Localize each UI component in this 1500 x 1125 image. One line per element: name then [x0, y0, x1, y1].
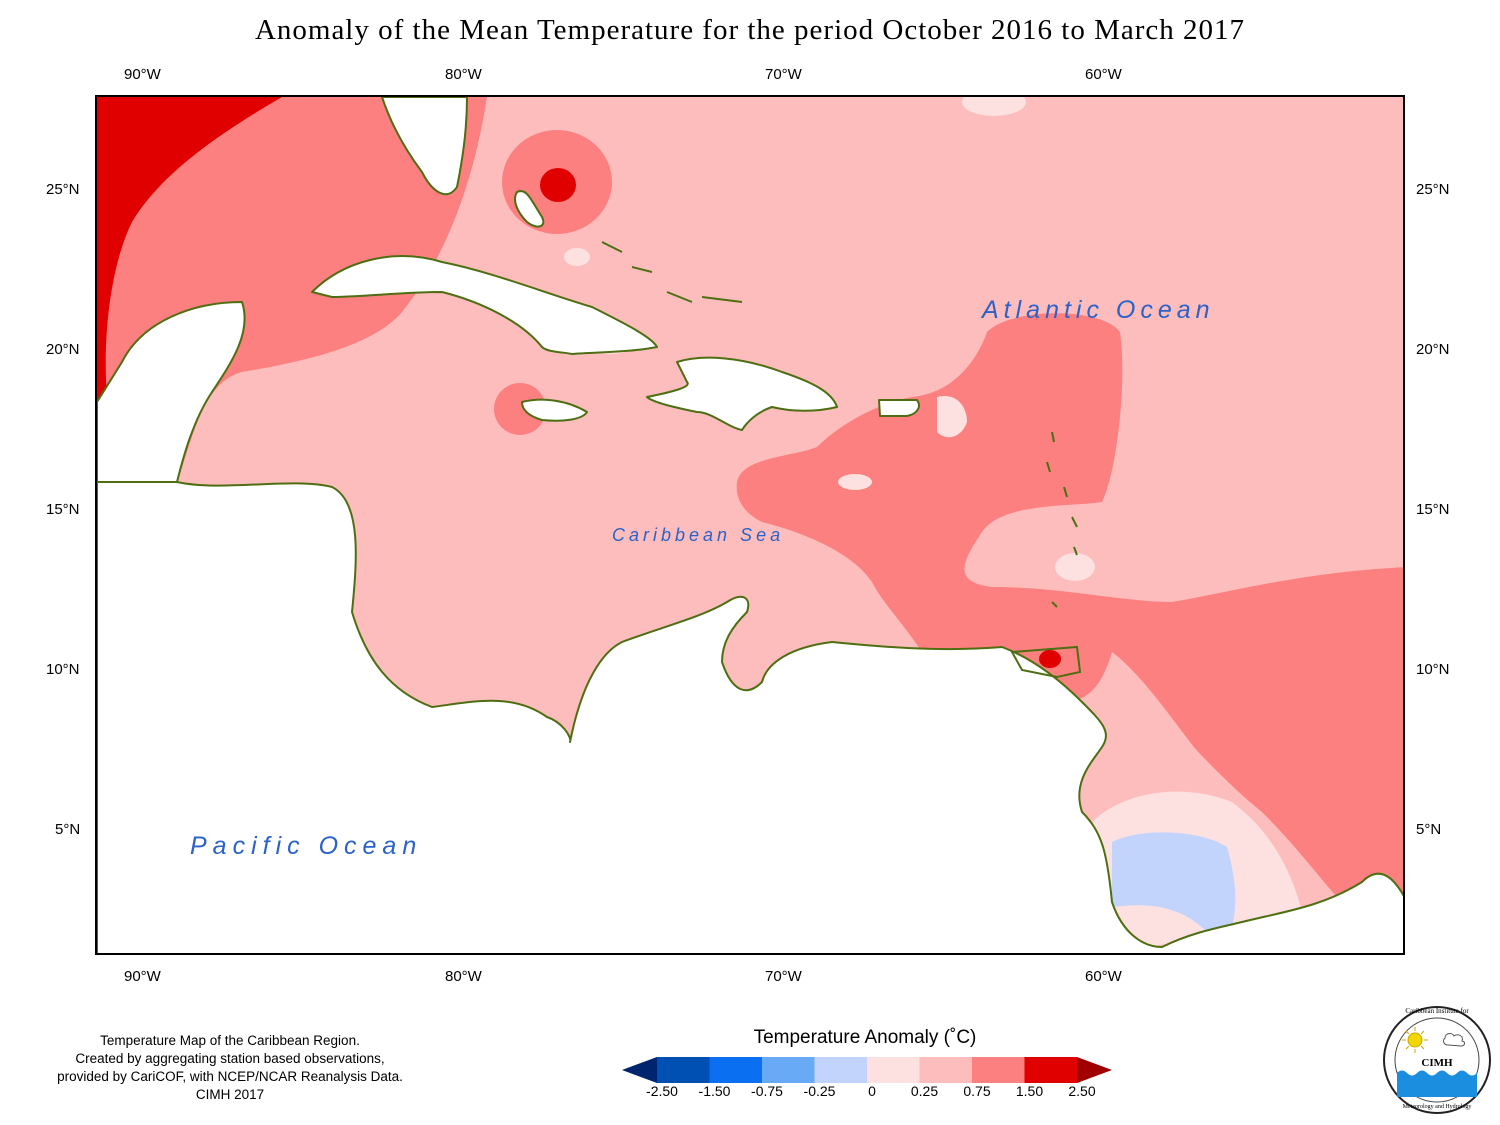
- lon-label-90w-bottom: 90°W: [124, 968, 161, 985]
- anomaly-spot-1: [564, 248, 590, 266]
- lon-label-80w-top: 80°W: [445, 66, 482, 83]
- lon-label-80w-bottom: 80°W: [445, 968, 482, 985]
- anomaly-spot-4: [838, 474, 872, 490]
- map-canvas: [97, 97, 1403, 953]
- waves-icon: [1397, 1070, 1477, 1097]
- lat-label-15n-right: 15°N: [1416, 501, 1450, 518]
- legend-label: 0.25: [910, 1083, 939, 1099]
- anomaly-zone-guianas-cool: [1112, 832, 1236, 932]
- legend-swatch: [657, 1057, 710, 1083]
- legend-swatch: [1024, 1057, 1077, 1083]
- legend-label: 0.75: [963, 1083, 991, 1099]
- land-yucatan: [97, 301, 246, 483]
- lat-label-10n-right: 10°N: [1416, 661, 1450, 678]
- lon-label-70w-top: 70°W: [765, 66, 802, 83]
- lat-label-25n-right: 25°N: [1416, 181, 1450, 198]
- legend-swatch: [919, 1057, 972, 1083]
- lat-label-5n-left: 5°N: [55, 821, 81, 838]
- cimh-logo-text: CIMH: [1421, 1057, 1453, 1069]
- cloud-icon: [1443, 1033, 1465, 1047]
- legend-label: -1.50: [698, 1083, 731, 1099]
- legend-colorbar: [622, 1057, 1112, 1083]
- land-hispaniola: [646, 356, 838, 431]
- cimh-logo-ring-top: Caribbean Institute for: [1405, 1007, 1469, 1015]
- land-puerto-rico: [878, 399, 920, 417]
- anomaly-zone-inner-1: [937, 396, 967, 438]
- anomaly-spot-3: [962, 97, 1026, 116]
- lat-label-20n-left: 20°N: [46, 341, 80, 358]
- anomaly-zone-bahamas-hot: [540, 168, 576, 202]
- lon-label-60w-bottom: 60°W: [1085, 968, 1122, 985]
- anomaly-zone-trinidad-hot: [1039, 650, 1061, 668]
- cimh-logo-icon: [1383, 1006, 1491, 1114]
- credit-line-3: provided by CariCOF, with NCEP/NCAR Rean…: [57, 1069, 403, 1084]
- legend-label: -2.50: [646, 1083, 678, 1099]
- land-jamaica: [521, 398, 588, 422]
- legend-label: 2.50: [1068, 1083, 1096, 1099]
- anomaly-spot-5: [1055, 553, 1095, 581]
- legend-label: -0.75: [751, 1083, 783, 1099]
- legend-title: Temperature Anomaly (˚C): [753, 1027, 977, 1048]
- cimh-logo-ring-bottom: Meteorology and Hydrology: [1402, 1104, 1472, 1110]
- credit-line-2: Created by aggregating station based obs…: [75, 1051, 385, 1066]
- land-florida: [381, 97, 468, 196]
- legend-swatch: [762, 1057, 815, 1083]
- lat-label-15n-left: 15°N: [46, 501, 80, 518]
- land-cuba: [311, 255, 658, 355]
- credit-line-1: Temperature Map of the Caribbean Region.: [100, 1033, 360, 1048]
- cimh-logo: CIMH Caribbean Institute for Meteorology…: [1382, 1005, 1492, 1115]
- lon-label-60w-top: 60°W: [1085, 66, 1122, 83]
- land-bahamas: [514, 190, 545, 228]
- credit-line-4: CIMH 2017: [195, 1087, 265, 1102]
- legend-label: 1.50: [1015, 1083, 1044, 1099]
- legend-swatch: [709, 1057, 762, 1083]
- lon-label-90w-top: 90°W: [124, 66, 161, 83]
- legend-swatch: [867, 1057, 920, 1083]
- anomaly-zone-gulf-hot: [97, 97, 282, 402]
- anomaly-zone-inner-2: [1112, 657, 1342, 922]
- lat-label-10n-left: 10°N: [46, 661, 80, 678]
- land-masses: [97, 97, 1403, 953]
- map-frame[interactable]: [95, 95, 1405, 955]
- legend-arrow-left: [622, 1057, 657, 1083]
- legend-swatch: [814, 1057, 867, 1083]
- lat-label-5n-right: 5°N: [1416, 821, 1442, 838]
- legend-label: -0.25: [803, 1083, 836, 1099]
- lat-label-25n-left: 25°N: [46, 181, 80, 198]
- label-atlantic-ocean: Atlantic Ocean: [982, 296, 1215, 324]
- legend-arrow-right: [1077, 1057, 1112, 1083]
- lat-label-20n-right: 20°N: [1416, 341, 1450, 358]
- map-credit: Temperature Map of the Caribbean Region.…: [20, 1032, 440, 1104]
- map-title: Anomaly of the Mean Temperature for the …: [254, 14, 1246, 46]
- island-chain: [601, 241, 1082, 679]
- label-pacific-ocean: Pacific Ocean: [190, 832, 423, 860]
- anomaly-zone-jamaica: [494, 383, 546, 435]
- sun-icon: [1402, 1027, 1428, 1053]
- lon-label-70w-bottom: 70°W: [765, 968, 802, 985]
- legend-label: 0: [868, 1083, 876, 1099]
- label-caribbean-sea: Caribbean Sea: [612, 525, 785, 545]
- land-central-south-america: [97, 481, 1403, 953]
- legend-swatch: [972, 1057, 1025, 1083]
